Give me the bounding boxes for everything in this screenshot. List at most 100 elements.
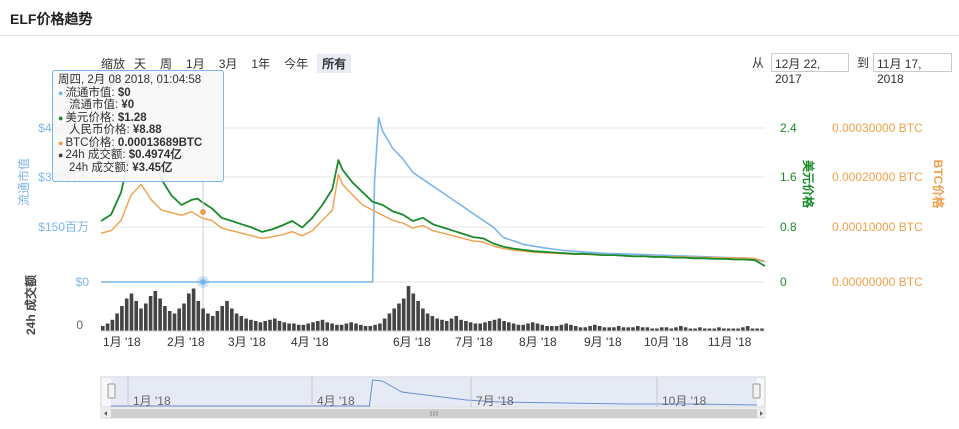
zoom-button-ytd[interactable]: 今年 — [284, 57, 309, 71]
volume-bar — [301, 324, 306, 332]
volume-bar — [502, 321, 506, 331]
volume-bar — [311, 322, 315, 332]
volume-bar — [411, 293, 416, 331]
zoom-button-1y[interactable]: 1年 — [251, 57, 271, 71]
volume-bar — [722, 328, 726, 331]
volume-bar — [325, 322, 330, 332]
volume-bar — [363, 326, 368, 331]
volume-bar — [440, 319, 444, 332]
volume-bar — [650, 328, 654, 331]
tooltip-volume-cny: ¥3.45亿 — [132, 161, 173, 174]
volume-bar — [497, 318, 502, 331]
volume-bar — [339, 324, 344, 332]
volume-bar — [621, 327, 626, 332]
volume-bar — [134, 301, 138, 331]
usd-axis-label: 美元价格 — [801, 160, 816, 209]
x-axis-tick: 4月 '18 — [291, 335, 329, 349]
x-axis-tick: 11月 '18 — [708, 335, 752, 349]
tooltip-volume-usd: $0.4974亿 — [128, 149, 182, 161]
page-title: ELF价格趋势 — [10, 11, 93, 27]
volume-bar — [425, 313, 430, 331]
volume-bar — [545, 326, 549, 331]
volume-axis-label: 24h 成交额 — [23, 275, 38, 335]
tooltip-btc-price: 0.00013689BTC — [117, 136, 203, 149]
volume-bar — [698, 327, 702, 332]
usd-axis-tick: 1.6 — [780, 170, 797, 184]
volume-bar — [674, 327, 678, 332]
volume-bar — [583, 327, 588, 332]
volume-bar — [593, 324, 597, 332]
volume-bar — [258, 322, 263, 332]
scroll-right-arrow-icon[interactable] — [760, 411, 763, 416]
volume-bar — [206, 313, 210, 331]
range-from-input[interactable]: 12月 22, 2017 — [771, 53, 849, 86]
volume-bar — [473, 323, 478, 331]
volume-bar — [187, 293, 191, 331]
volume-bar — [292, 323, 296, 331]
volume-bar — [196, 301, 201, 331]
volume-bar — [167, 311, 172, 331]
volume-bar — [540, 324, 545, 332]
tooltip-usd-price: $1.28 — [117, 111, 147, 124]
volume-bar — [120, 306, 124, 331]
volume-bar — [655, 328, 659, 331]
volume-bar — [387, 313, 392, 331]
zoom-button-1m[interactable]: 1月 — [186, 57, 205, 71]
x-axis-tick: 3月 '18 — [228, 335, 266, 349]
volume-bar — [683, 327, 688, 332]
volume-bar — [578, 327, 583, 332]
zoom-button-day[interactable]: 天 — [134, 57, 147, 71]
volume-bar — [273, 318, 277, 331]
volume-bar — [296, 324, 301, 332]
volume-bar — [110, 319, 115, 332]
tooltip-usd-price-label: 美元价格: — [65, 111, 115, 124]
left-axis-label: 流通市值 — [16, 158, 31, 206]
market-cap-line — [101, 116, 766, 283]
volume-bar — [210, 316, 215, 331]
volume-bar — [659, 327, 664, 332]
volume-bar — [382, 318, 387, 331]
volume-bar — [626, 327, 631, 332]
btc-price-line — [100, 173, 766, 263]
zoom-button-all[interactable]: 所有 — [317, 54, 352, 73]
volume-bar — [430, 316, 435, 331]
zoom-button-week[interactable]: 周 — [160, 57, 173, 71]
tooltip-market-cap-cny: ¥0 — [121, 99, 135, 111]
volume-bar — [464, 321, 468, 331]
navigator-right-handle[interactable] — [752, 383, 761, 399]
volume-bar — [306, 323, 310, 331]
zoom-button-3m[interactable]: 3月 — [218, 57, 238, 71]
range-to-label: 到 — [857, 56, 870, 70]
navigator-tick: 10月 '18 — [662, 394, 707, 408]
volume-bar — [163, 306, 167, 331]
volume-bar — [354, 323, 358, 331]
volume-bar — [406, 286, 411, 331]
range-to-input[interactable]: 11月 17, 2018 — [873, 53, 952, 86]
volume-bar — [124, 298, 129, 331]
range-from-label: 从 — [752, 56, 765, 70]
navigator-tick: 1月 '18 — [133, 394, 171, 408]
tooltip-volume-label: 24h 成交额: — [65, 149, 126, 161]
volume-bar — [191, 288, 196, 331]
volume-bar — [129, 293, 134, 331]
zoom-bar: 缩放 天 周 1月 3月 1年 今年 所有 — [101, 54, 355, 73]
volume-bar — [602, 327, 607, 332]
x-axis-tick: 10月 '18 — [644, 335, 689, 349]
volume-bar — [330, 323, 334, 331]
tooltip-date: 周四, 2月 08 2018, 01:04:58 — [58, 74, 202, 86]
volume-bar — [664, 327, 669, 332]
volume-bar — [569, 324, 573, 332]
volume-bar — [526, 323, 530, 331]
navigator-left-handle[interactable] — [107, 383, 116, 399]
volume-bar — [750, 328, 755, 331]
volume-bar — [760, 328, 764, 331]
scroll-left-arrow-icon[interactable] — [104, 411, 107, 416]
volume-bar — [282, 322, 287, 332]
volume-bar — [530, 322, 535, 332]
volume-bar — [731, 328, 736, 331]
volume-bar — [516, 324, 521, 332]
volume-bar — [459, 319, 463, 332]
usd-axis-tick: 0.8 — [780, 220, 797, 234]
volume-bar — [182, 303, 186, 331]
